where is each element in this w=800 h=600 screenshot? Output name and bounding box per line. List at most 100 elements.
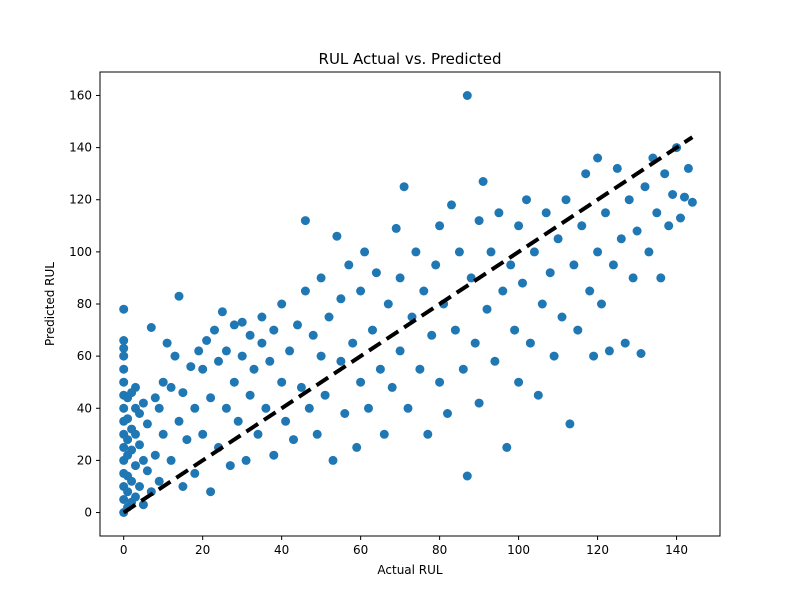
data-point bbox=[320, 390, 330, 400]
data-point bbox=[593, 153, 603, 163]
data-point bbox=[123, 435, 133, 445]
data-point bbox=[391, 223, 401, 233]
data-point bbox=[379, 429, 389, 439]
y-tick-label: 60 bbox=[77, 349, 92, 363]
data-point bbox=[443, 409, 452, 418]
data-point bbox=[545, 268, 555, 278]
x-tick-label: 100 bbox=[507, 543, 530, 557]
data-point bbox=[462, 91, 472, 100]
data-point bbox=[289, 435, 298, 445]
data-point bbox=[620, 338, 630, 348]
data-point bbox=[221, 403, 231, 413]
data-point bbox=[589, 351, 599, 361]
data-point bbox=[214, 356, 223, 366]
x-tick-label: 40 bbox=[274, 543, 289, 557]
data-point bbox=[131, 461, 140, 471]
data-point bbox=[233, 416, 243, 426]
data-point bbox=[636, 349, 646, 358]
data-point bbox=[608, 260, 618, 270]
x-axis: 0 20 40 60 80 100 120 140 bbox=[120, 536, 688, 557]
data-point bbox=[683, 163, 693, 173]
data-point bbox=[411, 247, 421, 257]
data-point bbox=[123, 487, 133, 497]
data-point bbox=[352, 442, 362, 452]
y-tick-label: 20 bbox=[77, 453, 92, 467]
data-point bbox=[470, 338, 480, 348]
data-point bbox=[190, 403, 200, 413]
data-point bbox=[462, 471, 472, 481]
data-point bbox=[644, 247, 654, 257]
data-point bbox=[668, 190, 678, 199]
data-point bbox=[553, 234, 563, 244]
data-point bbox=[537, 299, 547, 309]
data-point bbox=[304, 403, 314, 413]
data-point bbox=[624, 195, 634, 205]
data-point bbox=[569, 260, 579, 270]
data-point bbox=[660, 169, 670, 179]
data-point bbox=[138, 455, 148, 465]
data-point bbox=[119, 351, 129, 361]
data-point bbox=[360, 247, 370, 257]
data-point bbox=[502, 442, 512, 452]
data-point bbox=[135, 440, 144, 450]
data-point bbox=[687, 197, 697, 207]
data-point bbox=[395, 273, 405, 283]
x-tick-label: 140 bbox=[665, 543, 688, 557]
data-point bbox=[300, 286, 310, 296]
data-point bbox=[119, 403, 129, 413]
data-point bbox=[253, 429, 263, 439]
data-point bbox=[158, 377, 168, 387]
data-point bbox=[127, 476, 137, 486]
data-point bbox=[206, 487, 216, 497]
data-point bbox=[202, 336, 212, 345]
data-point bbox=[344, 260, 354, 270]
data-point bbox=[604, 346, 614, 356]
y-tick-label: 140 bbox=[69, 141, 92, 155]
data-point bbox=[399, 182, 409, 192]
data-point bbox=[166, 382, 176, 392]
data-point bbox=[332, 231, 342, 241]
reference-line-layer bbox=[122, 135, 694, 515]
data-point bbox=[135, 482, 144, 491]
data-point bbox=[186, 362, 196, 372]
data-point bbox=[423, 429, 433, 439]
data-point bbox=[336, 294, 346, 304]
data-point bbox=[336, 356, 346, 366]
data-point bbox=[316, 351, 326, 361]
data-point bbox=[249, 364, 259, 374]
data-point bbox=[198, 429, 208, 439]
data-point bbox=[371, 268, 381, 278]
data-point bbox=[245, 330, 255, 340]
data-point bbox=[119, 304, 129, 314]
data-point bbox=[127, 445, 137, 455]
data-point bbox=[514, 377, 524, 387]
data-point bbox=[628, 273, 638, 283]
data-point bbox=[229, 377, 239, 387]
data-point bbox=[174, 416, 184, 426]
data-point bbox=[190, 468, 200, 478]
data-point bbox=[261, 403, 271, 413]
data-point bbox=[482, 304, 492, 314]
data-point bbox=[447, 200, 456, 210]
data-point bbox=[154, 476, 164, 486]
data-point bbox=[225, 461, 235, 471]
data-point bbox=[170, 351, 180, 361]
data-point bbox=[257, 338, 267, 348]
data-point bbox=[158, 429, 168, 439]
data-point bbox=[257, 312, 267, 322]
data-point bbox=[340, 409, 350, 418]
data-point bbox=[119, 442, 129, 452]
data-point bbox=[490, 356, 500, 366]
data-point bbox=[119, 377, 129, 387]
data-point bbox=[510, 325, 520, 335]
data-point bbox=[154, 403, 164, 413]
data-point bbox=[478, 177, 488, 186]
data-point bbox=[142, 419, 152, 429]
data-point bbox=[217, 307, 227, 317]
data-point bbox=[312, 429, 322, 439]
data-point bbox=[486, 247, 496, 257]
data-point bbox=[450, 325, 460, 335]
data-point bbox=[237, 317, 247, 327]
data-point bbox=[454, 247, 464, 257]
data-point bbox=[593, 247, 603, 257]
